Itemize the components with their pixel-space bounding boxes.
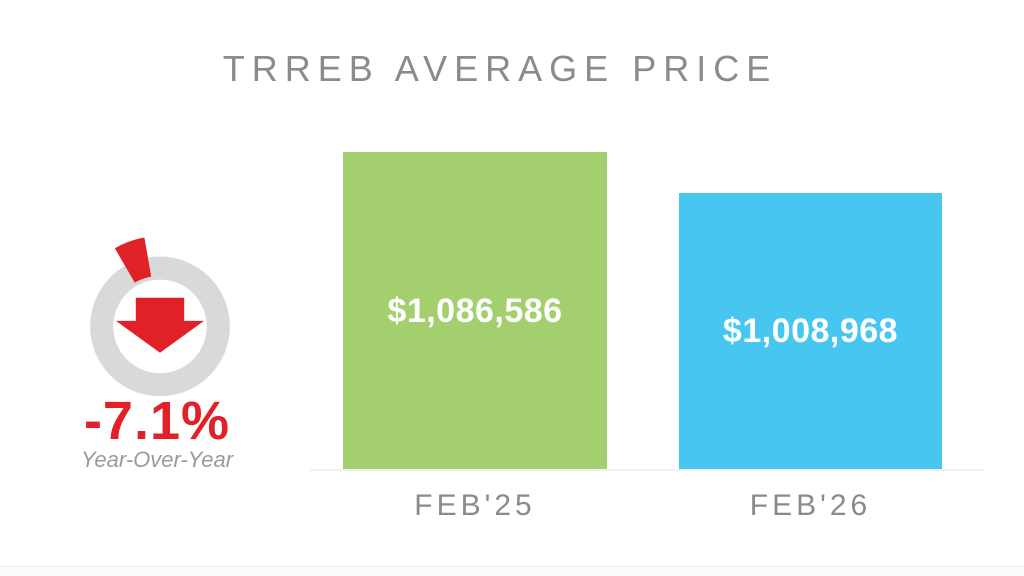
donut-ring: [90, 256, 230, 397]
bottom-edge-divider: [0, 566, 1024, 576]
chart-title: TRREB AVERAGE PRICE: [222, 48, 778, 89]
down-arrow-donut-icon: [90, 237, 230, 397]
x-axis-label-feb25: FEB'25: [414, 489, 536, 522]
bar-feb25: $1,086,586: [343, 152, 607, 470]
yoy-caption: Year-Over-Year: [80, 447, 234, 472]
bar-feb25-value: $1,086,586: [387, 291, 563, 330]
axis-baseline: [310, 469, 985, 471]
x-axis-label-feb26: FEB'26: [749, 489, 872, 522]
bar-feb26: $1,008,968: [679, 193, 942, 470]
yoy-percent: -7.1%: [83, 391, 231, 451]
down-arrow: [116, 297, 204, 353]
bar-feb26-value: $1,008,968: [722, 312, 899, 350]
gauge-wedge: [114, 237, 152, 283]
